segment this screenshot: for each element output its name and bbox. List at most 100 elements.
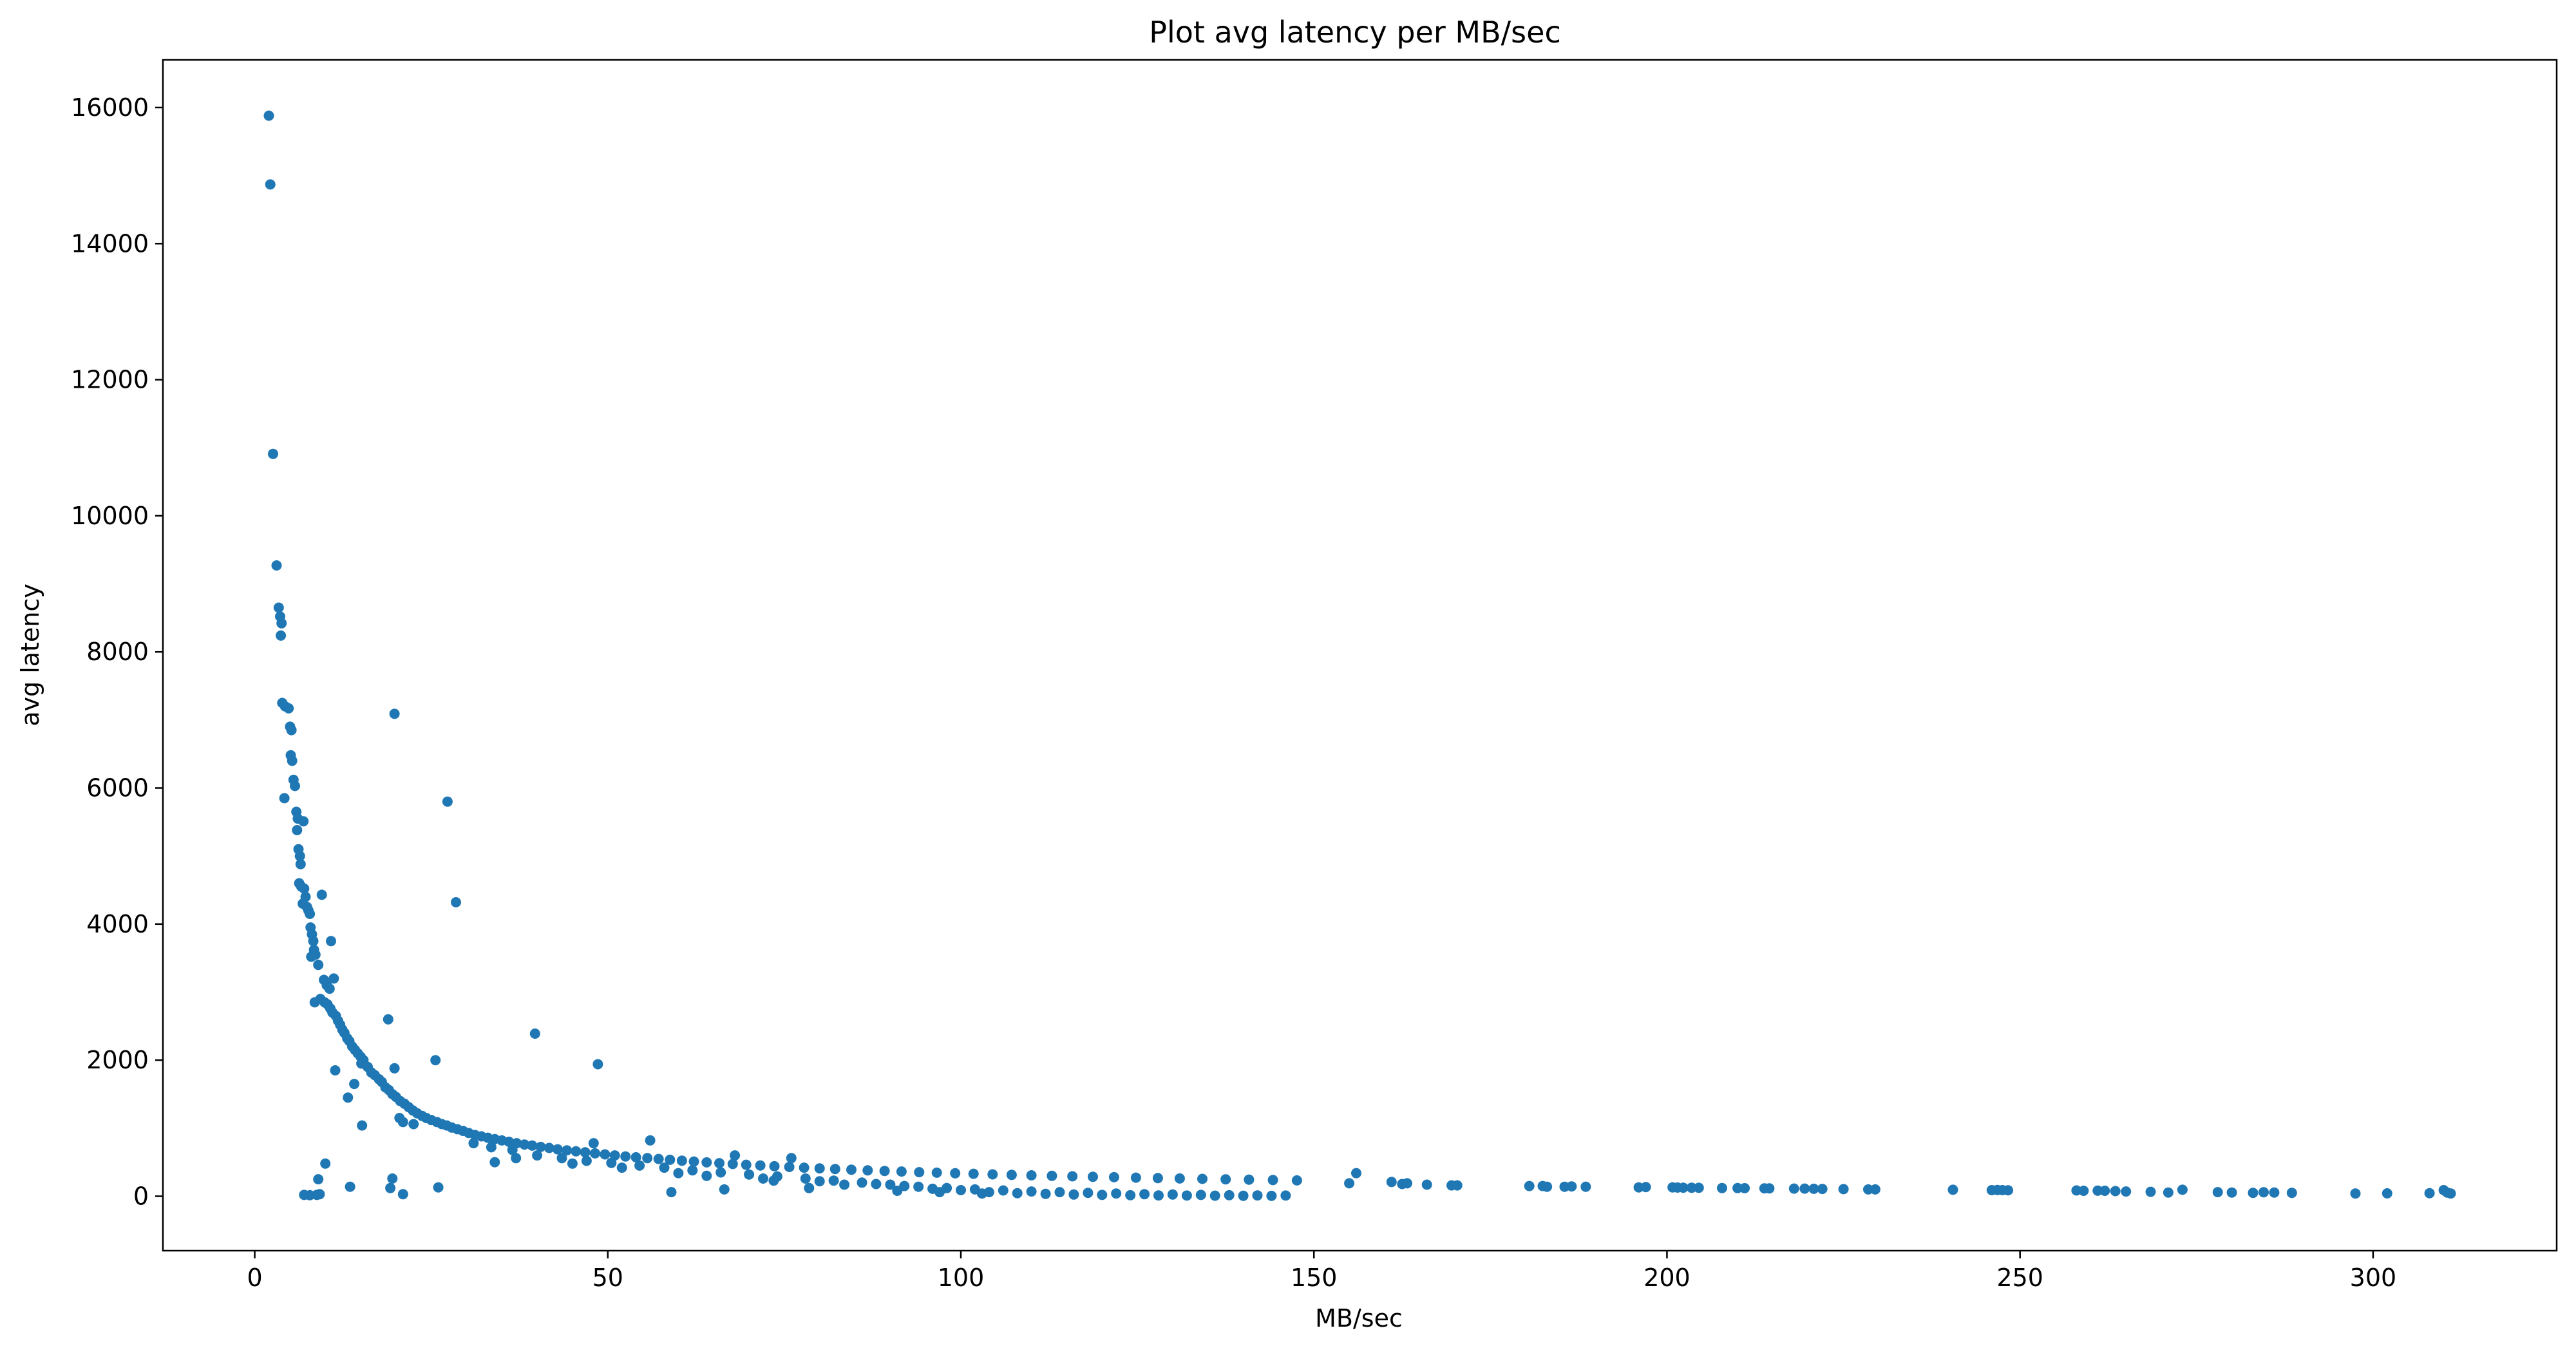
data-point xyxy=(294,851,305,862)
y-tick-label: 16000 xyxy=(71,93,149,122)
data-point xyxy=(271,560,282,571)
data-point xyxy=(1167,1189,1178,1200)
data-point xyxy=(326,936,336,947)
data-point xyxy=(727,1159,738,1170)
data-point xyxy=(1344,1178,1355,1189)
x-axis-label: MB/sec xyxy=(1315,1304,1403,1332)
y-tick-label: 0 xyxy=(133,1182,149,1210)
data-point xyxy=(1111,1188,1122,1199)
data-point xyxy=(857,1177,867,1188)
data-point xyxy=(1799,1183,1810,1194)
data-point xyxy=(892,1186,903,1196)
data-point xyxy=(1006,1170,1017,1180)
data-point xyxy=(1068,1189,1079,1200)
data-point xyxy=(701,1157,712,1168)
data-point xyxy=(328,973,339,984)
data-point xyxy=(934,1187,945,1198)
data-point xyxy=(2099,1186,2110,1196)
data-point xyxy=(2226,1187,2237,1198)
data-point xyxy=(330,1065,341,1075)
data-point xyxy=(1808,1183,1819,1194)
data-point xyxy=(535,1141,546,1152)
data-point xyxy=(1452,1180,1463,1191)
data-point xyxy=(653,1153,664,1164)
data-point xyxy=(2445,1188,2456,1199)
points-layer xyxy=(263,110,2456,1201)
y-tick-label: 8000 xyxy=(86,638,149,666)
data-point xyxy=(1181,1190,1192,1201)
data-point xyxy=(1838,1184,1849,1195)
data-point xyxy=(1152,1173,1163,1184)
data-point xyxy=(2424,1188,2435,1199)
data-point xyxy=(755,1160,766,1171)
data-point xyxy=(786,1153,797,1164)
data-point xyxy=(1088,1171,1098,1182)
data-point xyxy=(2259,1187,2269,1198)
data-point xyxy=(1764,1183,1775,1194)
data-point xyxy=(1693,1182,1704,1193)
data-point xyxy=(310,949,321,960)
data-point xyxy=(839,1179,850,1190)
data-point xyxy=(1244,1174,1255,1185)
data-point xyxy=(320,1158,331,1169)
data-point xyxy=(292,825,303,835)
y-tick-label: 2000 xyxy=(86,1046,149,1074)
data-point xyxy=(290,781,300,791)
data-point xyxy=(879,1166,890,1177)
data-point xyxy=(616,1162,627,1173)
data-point xyxy=(1817,1184,1828,1195)
data-point xyxy=(298,898,308,909)
data-point xyxy=(606,1157,617,1168)
data-point xyxy=(299,883,310,894)
data-point xyxy=(642,1153,653,1164)
data-point xyxy=(885,1179,896,1190)
data-point xyxy=(665,1154,676,1165)
data-point xyxy=(268,448,278,459)
data-point xyxy=(276,630,287,641)
data-point xyxy=(357,1120,368,1131)
data-point xyxy=(1386,1177,1397,1188)
data-point xyxy=(701,1170,712,1181)
y-tick-label: 4000 xyxy=(86,910,149,938)
data-point xyxy=(349,1079,360,1090)
data-point xyxy=(758,1173,768,1184)
data-point xyxy=(1351,1168,1361,1179)
x-tick-label: 200 xyxy=(1643,1264,1690,1292)
data-point xyxy=(1870,1184,1880,1195)
data-point xyxy=(287,755,298,766)
data-point xyxy=(451,897,461,907)
data-point xyxy=(2078,1186,2089,1196)
x-tick-label: 250 xyxy=(1996,1264,2043,1292)
data-point xyxy=(2110,1186,2121,1197)
data-point xyxy=(279,793,290,804)
data-point xyxy=(896,1166,907,1177)
data-point xyxy=(1580,1181,1591,1192)
data-point xyxy=(1083,1188,1094,1199)
data-point xyxy=(1280,1190,1291,1201)
data-point xyxy=(383,1014,393,1025)
data-point xyxy=(571,1146,582,1157)
data-point xyxy=(673,1168,684,1179)
x-tick-label: 0 xyxy=(247,1264,262,1292)
data-point xyxy=(430,1055,441,1066)
x-tick-label: 150 xyxy=(1291,1264,1338,1292)
data-point xyxy=(1026,1170,1037,1180)
data-point xyxy=(2286,1188,2297,1199)
data-point xyxy=(2145,1186,2156,1197)
data-point xyxy=(1542,1181,1553,1192)
data-point xyxy=(714,1158,724,1169)
data-point xyxy=(784,1162,795,1172)
data-point xyxy=(630,1152,641,1162)
data-point xyxy=(504,1136,515,1147)
data-point xyxy=(263,110,274,121)
data-point xyxy=(846,1164,857,1175)
plot-area: 0 50 100 150 200 250 300 0 2000 4000 6000 8000 1000… xyxy=(71,59,2558,1292)
data-point xyxy=(976,1188,987,1199)
data-point xyxy=(389,708,400,719)
data-point xyxy=(931,1167,942,1178)
data-point xyxy=(1678,1182,1689,1193)
data-point xyxy=(634,1160,645,1171)
data-point xyxy=(715,1167,726,1178)
data-point xyxy=(544,1142,554,1153)
